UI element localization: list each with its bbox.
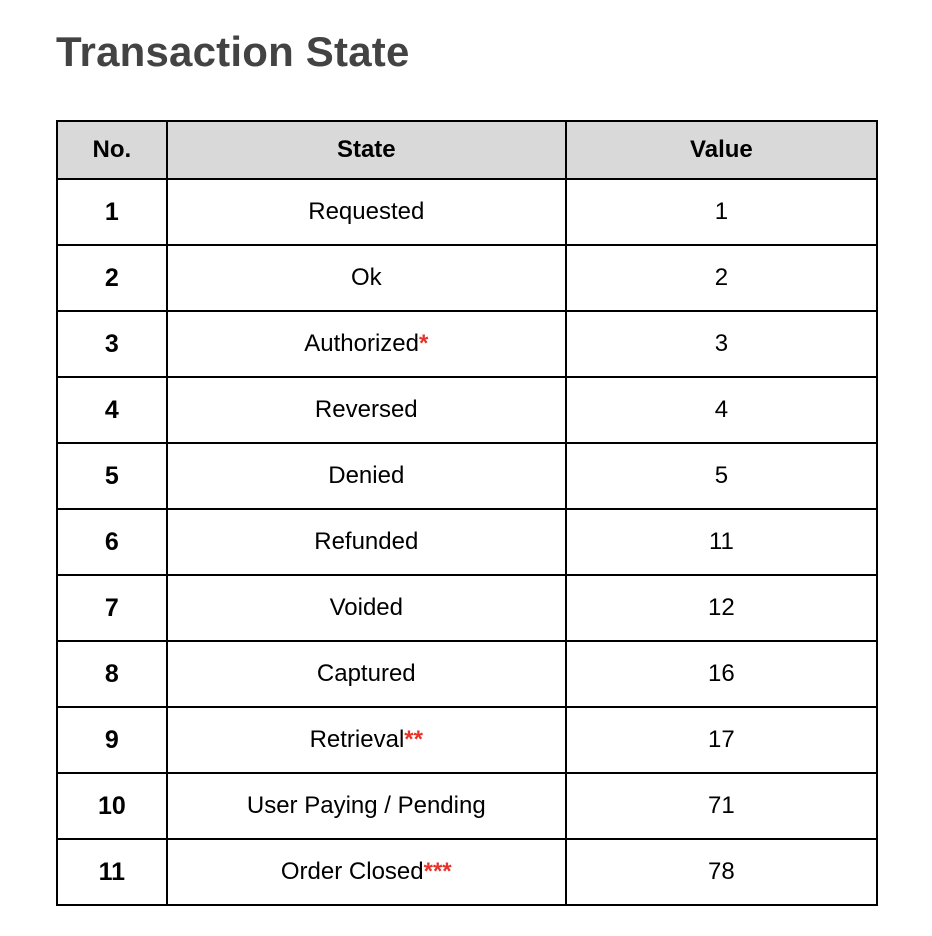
row-state: Order Closed*** bbox=[165, 838, 567, 906]
table-row: 4 Reversed 4 bbox=[56, 376, 879, 444]
state-label: Retrieval bbox=[309, 726, 405, 753]
row-number: 6 bbox=[56, 508, 168, 576]
row-number: 3 bbox=[56, 310, 168, 378]
row-state: Captured bbox=[165, 640, 567, 708]
row-value: 1 bbox=[564, 178, 879, 246]
table-row: 6 Refunded 11 bbox=[56, 508, 879, 576]
row-number: 4 bbox=[56, 376, 168, 444]
state-label: Reversed bbox=[314, 396, 418, 423]
row-value: 17 bbox=[564, 706, 879, 774]
table-row: 7 Voided 12 bbox=[56, 574, 879, 642]
row-value: 11 bbox=[564, 508, 879, 576]
table-header-row: No. State Value bbox=[56, 120, 879, 180]
header-state: State bbox=[165, 120, 567, 180]
table-row: 10 User Paying / Pending 71 bbox=[56, 772, 879, 840]
header-value: Value bbox=[564, 120, 879, 180]
row-value: 2 bbox=[564, 244, 879, 312]
state-label: Ok bbox=[350, 264, 382, 291]
row-number: 11 bbox=[56, 838, 168, 906]
row-value: 5 bbox=[564, 442, 879, 510]
state-label: Captured bbox=[316, 660, 416, 687]
table-row: 5 Denied 5 bbox=[56, 442, 879, 510]
row-state: User Paying / Pending bbox=[165, 772, 567, 840]
row-value: 71 bbox=[564, 772, 879, 840]
row-state: Ok bbox=[165, 244, 567, 312]
row-number: 1 bbox=[56, 178, 168, 246]
row-value: 12 bbox=[564, 574, 879, 642]
row-state: Authorized* bbox=[165, 310, 567, 378]
state-label: User Paying / Pending bbox=[246, 792, 486, 819]
row-state: Requested bbox=[165, 178, 567, 246]
row-value: 3 bbox=[564, 310, 879, 378]
footnote-mark: * bbox=[418, 330, 429, 357]
row-value: 4 bbox=[564, 376, 879, 444]
state-label: Authorized bbox=[304, 330, 419, 357]
row-number: 7 bbox=[56, 574, 168, 642]
state-label: Voided bbox=[329, 594, 403, 621]
row-number: 2 bbox=[56, 244, 168, 312]
row-number: 8 bbox=[56, 640, 168, 708]
row-state: Refunded bbox=[165, 508, 567, 576]
table-row: 8 Captured 16 bbox=[56, 640, 879, 708]
table-row: 2 Ok 2 bbox=[56, 244, 879, 312]
footnote-mark: ** bbox=[404, 726, 423, 753]
row-value: 16 bbox=[564, 640, 879, 708]
row-value: 78 bbox=[564, 838, 879, 906]
state-label: Denied bbox=[328, 462, 405, 489]
table-row: 9 Retrieval** 17 bbox=[56, 706, 879, 774]
row-number: 10 bbox=[56, 772, 168, 840]
state-label: Order Closed bbox=[280, 858, 424, 885]
table-row: 3 Authorized* 3 bbox=[56, 310, 879, 378]
row-state: Reversed bbox=[165, 376, 567, 444]
row-state: Denied bbox=[165, 442, 567, 510]
row-number: 5 bbox=[56, 442, 168, 510]
transaction-state-table: No. State Value 1 Requested 1 2 Ok 2 3 A… bbox=[56, 120, 879, 906]
table-row: 1 Requested 1 bbox=[56, 178, 879, 246]
table-row: 11 Order Closed*** 78 bbox=[56, 838, 879, 906]
state-label: Requested bbox=[308, 198, 425, 225]
row-number: 9 bbox=[56, 706, 168, 774]
row-state: Voided bbox=[165, 574, 567, 642]
state-label: Refunded bbox=[314, 528, 419, 555]
page-title: Transaction State bbox=[56, 28, 410, 75]
header-no: No. bbox=[56, 120, 168, 180]
footnote-mark: *** bbox=[423, 858, 452, 885]
row-state: Retrieval** bbox=[165, 706, 567, 774]
